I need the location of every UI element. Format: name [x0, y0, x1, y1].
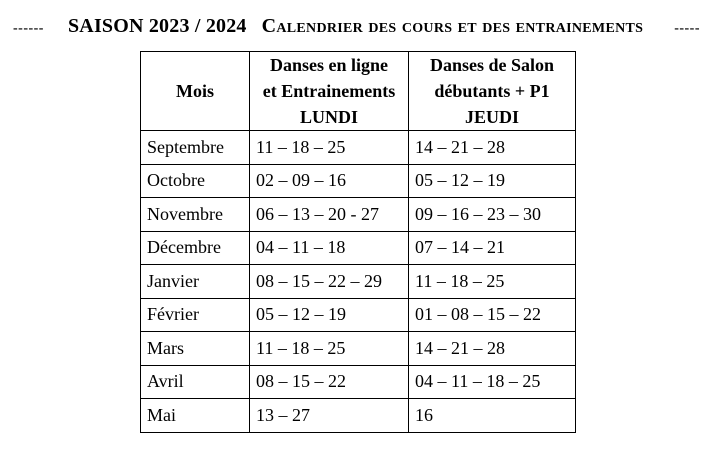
title-dashes-left: ------ [13, 21, 44, 36]
lundi-dates-cell: 02 – 09 – 16 [249, 163, 409, 198]
lundi-dates-cell: 11 – 18 – 25 [249, 331, 409, 366]
header-lundi: Danses en ligne et Entrainements LUNDI [249, 51, 409, 131]
jeudi-dates-cell: 16 [408, 398, 576, 433]
table-row: Septembre 11 – 18 – 25 14 – 21 – 28 [140, 130, 576, 165]
lundi-dates-cell: 08 – 15 – 22 – 29 [249, 264, 409, 299]
lundi-dates-cell: 05 – 12 – 19 [249, 297, 409, 332]
header-lundi-line1: Danses en ligne [269, 55, 388, 75]
lundi-dates-cell: 04 – 11 – 18 [249, 230, 409, 265]
table-row: Novembre 06 – 13 – 20 - 27 09 – 16 – 23 … [140, 197, 576, 232]
header-lundi-line2: et Entrainements [262, 81, 396, 101]
jeudi-dates-cell: 01 – 08 – 15 – 22 [408, 297, 576, 332]
jeudi-dates-cell: 09 – 16 – 23 – 30 [408, 197, 576, 232]
table-row: Octobre 02 – 09 – 16 05 – 12 – 19 [140, 163, 576, 198]
jeudi-dates-cell: 04 – 11 – 18 – 25 [408, 364, 576, 399]
jeudi-dates-cell: 11 – 18 – 25 [408, 264, 576, 299]
table-header-row: Mois Danses en ligne et Entrainements LU… [140, 51, 576, 131]
month-cell: Octobre [140, 163, 250, 198]
month-cell: Janvier [140, 264, 250, 299]
month-cell: Mai [140, 398, 250, 433]
title-dashes-right: ----- [674, 21, 700, 36]
table-row: Janvier 08 – 15 – 22 – 29 11 – 18 – 25 [140, 264, 576, 299]
season-label: SAISON 2023 / 2024 [67, 15, 247, 37]
jeudi-dates-cell: 14 – 21 – 28 [408, 130, 576, 165]
table-row: Mai 13 – 27 16 [140, 398, 576, 433]
table-row: Février 05 – 12 – 19 01 – 08 – 15 – 22 [140, 297, 576, 332]
header-jeudi-line1: Danses de Salon [429, 55, 555, 75]
header-jeudi: Danses de Salon débutants + P1 JEUDI [408, 51, 576, 131]
header-jeudi-line3: JEUDI [464, 107, 519, 127]
jeudi-dates-cell: 07 – 14 – 21 [408, 230, 576, 265]
header-mois: Mois [140, 51, 250, 131]
table-row: Avril 08 – 15 – 22 04 – 11 – 18 – 25 [140, 364, 576, 399]
month-cell: Novembre [140, 197, 250, 232]
lundi-dates-cell: 13 – 27 [249, 398, 409, 433]
month-cell: Février [140, 297, 250, 332]
schedule-table: Mois Danses en ligne et Entrainements LU… [140, 51, 576, 433]
header-jeudi-line2: débutants + P1 [434, 81, 550, 101]
month-cell: Septembre [140, 130, 250, 165]
jeudi-dates-cell: 14 – 21 – 28 [408, 331, 576, 366]
calendar-title: Calendrier des cours et des entrainement… [261, 15, 644, 37]
month-cell: Avril [140, 364, 250, 399]
month-cell: Mars [140, 331, 250, 366]
month-cell: Décembre [140, 230, 250, 265]
table-row: Mars 11 – 18 – 25 14 – 21 – 28 [140, 331, 576, 366]
lundi-dates-cell: 11 – 18 – 25 [249, 130, 409, 165]
header-lundi-line3: LUNDI [299, 107, 358, 127]
lundi-dates-cell: 06 – 13 – 20 - 27 [249, 197, 409, 232]
document-title-row: ------ SAISON 2023 / 2024 Calendrier des… [0, 0, 719, 38]
table-row: Décembre 04 – 11 – 18 07 – 14 – 21 [140, 230, 576, 265]
lundi-dates-cell: 08 – 15 – 22 [249, 364, 409, 399]
jeudi-dates-cell: 05 – 12 – 19 [408, 163, 576, 198]
